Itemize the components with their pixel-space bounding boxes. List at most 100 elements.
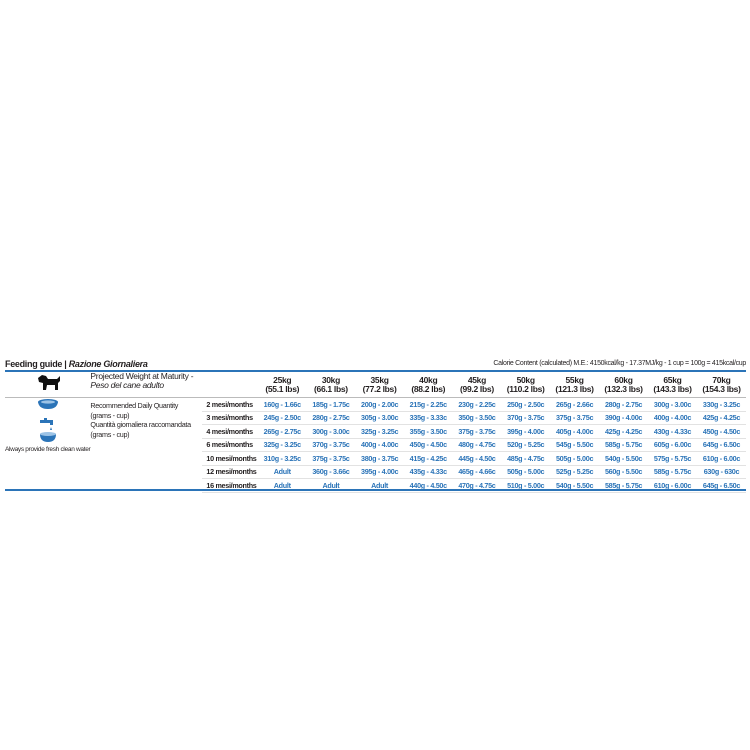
quantity-cell: 585g - 5.75c <box>599 438 648 452</box>
quantity-cell: 630g - 630c <box>696 465 746 479</box>
quantity-cell: 300g - 3.00c <box>648 397 697 412</box>
quantity-cell: 305g - 3.00c <box>355 411 404 425</box>
calorie-content: Calorie Content (calculated) M.E.: 4150k… <box>493 360 746 367</box>
quantity-cell: 645g - 6.50c <box>696 478 746 493</box>
quantity-cell: 250g - 2.50c <box>501 397 551 412</box>
quantity-cell: 400g - 4.00c <box>355 438 404 452</box>
table-row: 6 mesi/months 325g - 3.25c 370g - 3.75c 400… <box>5 438 746 452</box>
quantity-cell: 355g - 3.50c <box>403 424 453 439</box>
quantity-cell: 415g - 4.25c <box>403 451 453 466</box>
quantity-cell: 540g - 5.50c <box>550 478 600 493</box>
weight-header: 55kg (121.3 lbs) <box>550 372 600 398</box>
quantity-cell: 545g - 5.50c <box>550 438 600 452</box>
quantity-cell: 300g - 3.00c <box>306 424 356 439</box>
quantity-cell: 425g - 4.25c <box>696 411 746 425</box>
quantity-cell: 485g - 4.75c <box>501 451 551 466</box>
quantity-cell: 425g - 4.25c <box>599 424 648 439</box>
quantity-cell: 375g - 3.75c <box>452 424 502 439</box>
quantity-cell: 585g - 5.75c <box>648 465 697 479</box>
quantity-cell: 450g - 4.50c <box>403 438 453 452</box>
weight-header: 70kg (154.3 lbs) <box>696 372 746 398</box>
feeding-table: Projected Weight at Maturity - Peso del c… <box>5 372 746 493</box>
quantity-cell: 445g - 4.50c <box>452 451 502 466</box>
quantity-cell: 200g - 2.00c <box>355 397 404 412</box>
quantity-cell: 335g - 3.33c <box>403 411 453 425</box>
bottom-divider <box>5 489 746 491</box>
quantity-cell: 610g - 6.00c <box>648 478 697 493</box>
age-label: 6 mesi/months <box>202 438 258 452</box>
water-note: Always provide fresh clean water <box>5 446 91 453</box>
table-row: 10 mesi/months 310g - 3.25c 375g - 3.75c 38… <box>5 451 746 466</box>
quantity-cell: 280g - 2.75c <box>306 411 356 425</box>
table-row: 12 mesi/months Adult 360g - 3.66c 395g - 4.… <box>5 465 746 479</box>
quantity-cell: 450g - 4.50c <box>696 424 746 439</box>
table-row: 3 mesi/months 245g - 2.50c 280g - 2.75c 305… <box>5 411 746 425</box>
quantity-cell: 330g - 3.25c <box>696 397 746 412</box>
quantity-cell: 265g - 2.75c <box>257 424 307 439</box>
age-label: 16 mesi/months <box>202 478 258 493</box>
quantity-cell: 230g - 2.25c <box>452 397 502 412</box>
quantity-cell: 395g - 4.00c <box>355 465 404 479</box>
quantity-cell: 375g - 3.75c <box>306 451 356 466</box>
quantity-cell: 325g - 3.25c <box>257 438 307 452</box>
bowl-icon <box>5 398 90 412</box>
quantity-cell: 525g - 5.25c <box>550 465 600 479</box>
quantity-cell: 215g - 2.25c <box>403 397 453 412</box>
quantity-cell: 370g - 3.75c <box>306 438 356 452</box>
quantity-cell: 405g - 4.00c <box>550 424 600 439</box>
quantity-cell: 430g - 4.33c <box>648 424 697 439</box>
quantity-cell: 470g - 4.75c <box>452 478 502 493</box>
quantity-cell: Adult <box>257 478 307 493</box>
quantity-cell: 160g - 1.66c <box>257 397 307 412</box>
quantity-cell: 245g - 2.50c <box>257 411 307 425</box>
dog-icon <box>5 372 91 398</box>
quantity-cell: 440g - 4.50c <box>403 478 453 493</box>
quantity-cell: 185g - 1.75c <box>306 397 356 412</box>
quantity-cell: 645g - 6.50c <box>696 438 746 452</box>
weight-header: 60kg (132.3 lbs) <box>599 372 648 398</box>
weight-header: 30kg (66.1 lbs) <box>306 372 356 398</box>
quantity-cell: 350g - 3.50c <box>452 411 502 425</box>
age-label: 10 mesi/months <box>202 451 258 466</box>
quantity-cell: 510g - 5.00c <box>501 478 551 493</box>
quantity-cell: 505g - 5.00c <box>550 451 600 466</box>
quantity-cell: 310g - 3.25c <box>257 451 307 466</box>
age-label: 3 mesi/months <box>202 411 258 425</box>
age-label: 2 mesi/months <box>202 397 258 412</box>
quantity-cell: 480g - 4.75c <box>452 438 502 452</box>
quantity-cell: Adult <box>355 478 404 493</box>
icons-cell: Always provide fresh clean water <box>5 398 91 493</box>
weight-header: 50kg (110.2 lbs) <box>501 372 551 398</box>
quantity-cell: 540g - 5.50c <box>599 451 648 466</box>
quantity-cell: 370g - 3.75c <box>501 411 551 425</box>
table-row: Always provide fresh clean water Recommen… <box>5 397 746 453</box>
quantity-cell: 465g - 4.66c <box>452 465 502 479</box>
quantity-cell: 585g - 5.75c <box>599 478 648 493</box>
quantity-cell: 605g - 6.00c <box>648 438 697 452</box>
quantity-cell: Adult <box>306 478 356 493</box>
weight-header: 40kg (88.2 lbs) <box>403 372 453 398</box>
quantity-cell: 435g - 4.33c <box>403 465 453 479</box>
quantity-cell: 360g - 3.66c <box>306 465 356 479</box>
feeding-guide-title: Feeding guide | Razione Giornaliera <box>5 359 148 369</box>
weight-label: Projected Weight at Maturity - Peso del c… <box>90 372 203 398</box>
quantity-cell: 610g - 6.00c <box>696 451 746 466</box>
quantity-cell: 560g - 5.50c <box>599 465 648 479</box>
quantity-cell: 375g - 3.75c <box>550 411 600 425</box>
age-label: 4 mesi/months <box>202 424 258 439</box>
quantity-cell: 390g - 4.00c <box>599 411 648 425</box>
header-row: Projected Weight at Maturity - Peso del c… <box>5 372 746 398</box>
quantity-cell: 400g - 4.00c <box>648 411 697 425</box>
quantity-cell: 395g - 4.00c <box>501 424 551 439</box>
top-divider <box>5 370 746 372</box>
quantity-cell: 380g - 3.75c <box>355 451 404 466</box>
table-row: 16 mesi/months Adult Adult Adult 440g - 4.50… <box>5 478 746 493</box>
age-label: 12 mesi/months <box>202 465 258 479</box>
weight-header: 65kg (143.3 lbs) <box>648 372 697 398</box>
quantity-cell: Adult <box>257 465 307 479</box>
quantity-label: Recommended Daily Quantity (grams - cup) Q… <box>90 401 191 439</box>
water-tap-icon <box>5 418 90 446</box>
weight-header: 25kg (55.1 lbs) <box>257 372 307 398</box>
quantity-cell: 325g - 3.25c <box>355 424 404 439</box>
quantity-cell: 280g - 2.75c <box>599 397 648 412</box>
